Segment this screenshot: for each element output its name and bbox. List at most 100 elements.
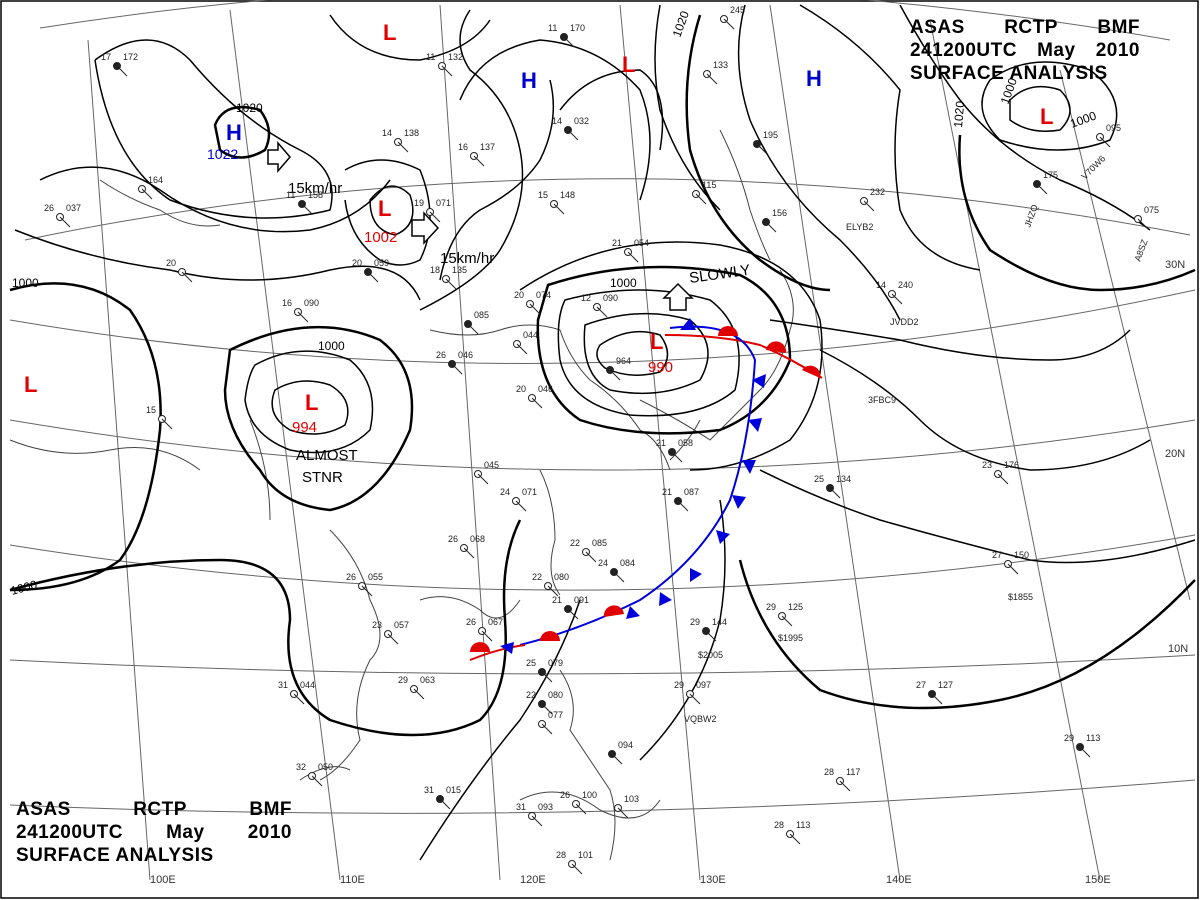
station-temperature: 28 bbox=[774, 820, 784, 830]
wind-barb bbox=[531, 397, 543, 409]
station-pressure: 054 bbox=[634, 238, 649, 248]
station-pressure: 175 bbox=[1043, 170, 1058, 180]
wind-barb bbox=[575, 803, 587, 815]
high-center-symbol: H bbox=[226, 120, 242, 145]
station-pressure: 090 bbox=[304, 298, 319, 308]
wind-barb bbox=[451, 363, 463, 375]
station-plot: 25 134 bbox=[814, 474, 851, 499]
station-plot: 28 101 bbox=[556, 850, 593, 875]
station-plot: 22 085 bbox=[570, 538, 607, 563]
isobar bbox=[1009, 85, 1071, 132]
wind-barb bbox=[141, 188, 153, 200]
station-plot: 26 055 bbox=[346, 572, 383, 597]
station-pressure: 055 bbox=[368, 572, 383, 582]
station-pressure: 059 bbox=[374, 258, 389, 268]
station-plot: 21 087 bbox=[662, 487, 699, 512]
station-pressure: 097 bbox=[696, 680, 711, 690]
latitude-label: 20N bbox=[1165, 448, 1185, 460]
isobar bbox=[738, 559, 1196, 710]
station-pressure: 057 bbox=[394, 620, 409, 630]
station-pressure: 044 bbox=[300, 680, 315, 690]
station-pressure: 077 bbox=[548, 710, 563, 720]
isobar bbox=[9, 282, 162, 592]
station-plot: 20 074 bbox=[514, 290, 551, 315]
wind-barb bbox=[839, 780, 851, 792]
station-temperature: 22 bbox=[570, 538, 580, 548]
isobar bbox=[958, 134, 1196, 292]
station-plot: 103 bbox=[614, 794, 639, 819]
warm-front bbox=[664, 334, 823, 379]
motion-label-china: 15km/hr bbox=[440, 250, 494, 267]
station-plot: 045 bbox=[474, 460, 499, 485]
wind-barb bbox=[756, 143, 768, 155]
station-pressure: 158 bbox=[308, 190, 323, 200]
wind-barb bbox=[116, 65, 128, 77]
station-pressure: 127 bbox=[938, 680, 953, 690]
stationary-front bbox=[469, 644, 526, 661]
station-temperature: 20 bbox=[516, 384, 526, 394]
station-pressure: 050 bbox=[318, 762, 333, 772]
wind-barb bbox=[515, 500, 527, 512]
coastlines bbox=[9, 129, 794, 861]
station-plot: 29 113 bbox=[1064, 733, 1100, 758]
station-pressure: 240 bbox=[898, 280, 913, 290]
station-temperature: 23 bbox=[982, 460, 992, 470]
station-plot: 21 054 bbox=[612, 238, 649, 263]
station-pressure: 084 bbox=[620, 558, 635, 568]
station-plot: 075 bbox=[1134, 205, 1159, 230]
latitude-label: 10N bbox=[1168, 643, 1188, 655]
header-product: ASAS bbox=[910, 17, 965, 38]
station-temperature: 16 bbox=[458, 142, 468, 152]
station-pressure: 245 bbox=[730, 5, 745, 15]
header-product: ASAS bbox=[16, 799, 71, 820]
isobar bbox=[223, 325, 414, 512]
station-plot: 26 046 bbox=[436, 350, 473, 375]
header-station: RCTP bbox=[133, 799, 187, 820]
station-temperature: 15 bbox=[146, 405, 156, 415]
station-plot: 15 148 bbox=[538, 190, 575, 215]
station-temperature: 32 bbox=[296, 762, 306, 772]
station-temperature: 26 bbox=[560, 790, 570, 800]
station-plot: 16 137 bbox=[458, 142, 495, 167]
wind-barb bbox=[931, 693, 943, 705]
station-plot: 22 080 bbox=[526, 690, 563, 715]
station-plot: 29 097 bbox=[674, 680, 711, 705]
isobar bbox=[819, 349, 1151, 471]
isobar bbox=[459, 39, 651, 201]
station-temperature: 17 bbox=[101, 52, 111, 62]
station-plot: 077 bbox=[538, 710, 563, 735]
station-plot: 232 bbox=[860, 187, 885, 212]
wind-barb bbox=[467, 323, 479, 335]
station-plot: 25 079 bbox=[526, 658, 563, 683]
wind-barb bbox=[997, 473, 1009, 485]
wind-barb bbox=[541, 703, 553, 715]
wind-barb bbox=[516, 343, 528, 355]
station-temperature: 29 bbox=[766, 602, 776, 612]
station-pressure: 156 bbox=[772, 208, 787, 218]
station-pressure: 138 bbox=[404, 128, 419, 138]
station-pressure: 090 bbox=[603, 293, 618, 303]
isobar bbox=[981, 61, 1118, 151]
station-pressure: 080 bbox=[548, 690, 563, 700]
station-pressure: 087 bbox=[684, 487, 699, 497]
longitude-label: 150E bbox=[1085, 874, 1111, 886]
station-plot: 27 150 bbox=[992, 550, 1029, 575]
wind-barb bbox=[567, 129, 579, 141]
station-pressure: 164 bbox=[148, 175, 163, 185]
low-center-symbol: L bbox=[24, 372, 37, 397]
low-center-value: 990 bbox=[648, 359, 673, 376]
header-year: 2010 bbox=[247, 822, 292, 843]
station-pressure: 170 bbox=[570, 23, 585, 33]
wind-barb bbox=[1079, 746, 1091, 758]
wind-barb bbox=[293, 693, 305, 705]
station-pressure: 085 bbox=[592, 538, 607, 548]
station-pressure: 046 bbox=[458, 350, 473, 360]
station-pressure: 115 bbox=[702, 180, 716, 190]
latitude-label: 30N bbox=[1165, 259, 1185, 271]
station-plot: 044 bbox=[513, 330, 538, 355]
ship-id: VQBW2 bbox=[684, 714, 717, 724]
wind-barb bbox=[695, 193, 707, 205]
wind-barb bbox=[441, 65, 453, 77]
station-plot: 20 046 bbox=[516, 384, 553, 409]
station-pressure: 094 bbox=[618, 740, 633, 750]
